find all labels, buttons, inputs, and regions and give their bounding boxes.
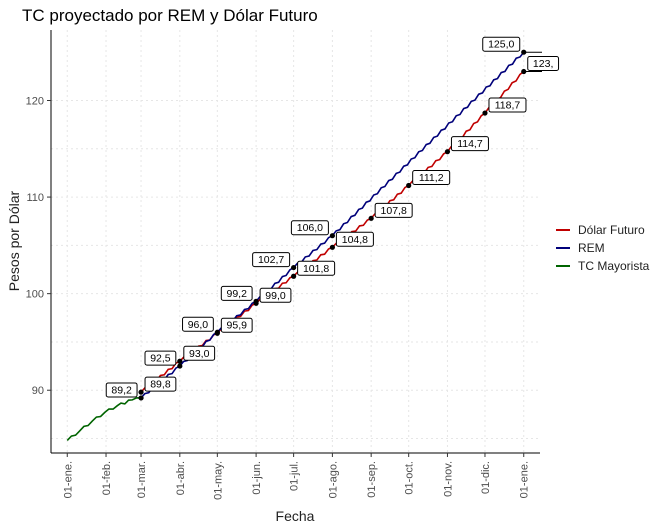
futuro-data-label: 114,7 — [457, 138, 483, 150]
x-tick-label: 01-sep. — [366, 461, 378, 498]
futuro-point — [444, 149, 451, 155]
rem-data-label: 99,2 — [226, 288, 247, 300]
futuro-data-label-box — [488, 97, 527, 113]
futuro-data-label: 111,2 — [419, 172, 444, 184]
futuro-data-label-box — [144, 376, 177, 392]
futuro-point — [291, 273, 297, 279]
futuro-data-label-box — [450, 136, 489, 152]
futuro-data-label-box — [183, 345, 216, 361]
rem-point — [291, 264, 297, 271]
rem-data-label: 92,5 — [150, 353, 171, 365]
x-tick-label: 01-jul. — [289, 461, 301, 491]
y-tick-label: 120 — [26, 96, 44, 108]
series-line-rem — [140, 51, 525, 399]
futuro-data-label: 123, — [533, 58, 553, 70]
futuro-data-label: 101,8 — [303, 263, 329, 275]
rem-data-label-box — [144, 350, 177, 366]
x-tick-label: 01-ago. — [327, 461, 339, 498]
rem-data-label-box — [182, 316, 214, 332]
x-tick-label: 01-abr. — [175, 461, 187, 495]
rem-point — [138, 395, 144, 401]
rem-data-label-box — [220, 285, 253, 301]
data-points — [138, 49, 527, 401]
chart-title: TC proyectado por REM y Dólar Futuro — [22, 6, 318, 25]
x-tick-label: 01-nov. — [442, 461, 454, 497]
futuro-data-label-box — [259, 287, 292, 303]
rem-point — [177, 363, 183, 369]
futuro-data-label-box — [527, 56, 560, 72]
futuro-point — [138, 389, 144, 395]
series-line-tc-mayorista — [66, 396, 142, 441]
futuro-data-label: 89,8 — [150, 379, 171, 391]
rem-point — [253, 298, 259, 304]
futuro-data-label: 95,9 — [227, 320, 248, 332]
legend-label-rem: REM — [578, 241, 605, 255]
futuro-point — [406, 182, 412, 189]
futuro-data-label-box — [412, 169, 451, 185]
x-axis-ticks: 01-ene. 01-feb. 01-mar. 01-abr. 01-may. 01-ju… — [62, 453, 531, 500]
legend-label-d-lar-futuro: Dólar Futuro — [578, 223, 645, 237]
series-lines — [66, 51, 525, 441]
rem-point — [329, 233, 335, 239]
futuro-data-label: 99,0 — [265, 290, 286, 302]
y-tick-label: 110 — [26, 192, 44, 204]
futuro-point — [368, 215, 374, 221]
futuro-data-label-box — [335, 231, 374, 247]
rem-data-label-box — [252, 252, 291, 268]
legend: Dólar Futuro REM TC Mayorista — [556, 223, 650, 273]
rem-data-label-box — [105, 382, 138, 398]
y-tick-label: 90 — [32, 385, 44, 397]
data-labels: 89,8 93,0 95,9 99,0 101,8 104,8 107,8 111,2 114,… — [105, 36, 560, 398]
x-tick-label: 01-dic. — [480, 461, 492, 494]
x-tick-label: 01-may. — [212, 461, 224, 500]
y-axis-title: Pesos por Dólar — [6, 190, 22, 291]
x-tick-label: 01-ene. — [519, 461, 531, 498]
rem-data-label: 102,7 — [258, 254, 284, 266]
x-tick-label: 01-feb. — [101, 461, 113, 495]
futuro-data-label-box — [220, 317, 253, 333]
x-axis-title: Fecha — [276, 508, 315, 524]
grid — [51, 30, 540, 453]
y-tick-label: 100 — [26, 289, 44, 301]
rem-data-label: 106,0 — [297, 222, 323, 234]
futuro-point — [329, 244, 335, 250]
rem-data-label: 96,0 — [188, 319, 209, 331]
x-tick-label: 01-jun. — [251, 461, 263, 495]
rem-data-label-box — [290, 220, 329, 236]
rem-data-label: 125,0 — [488, 39, 514, 51]
futuro-data-label: 107,8 — [381, 205, 407, 217]
x-tick-label: 01-ene. — [62, 461, 74, 498]
futuro-point — [177, 358, 183, 364]
rem-data-label-box — [482, 36, 521, 52]
rem-data-label: 89,2 — [111, 384, 132, 396]
futuro-data-label-box — [374, 202, 413, 218]
futuro-data-label: 118,7 — [495, 100, 521, 112]
x-tick-label: 01-mar. — [136, 461, 148, 498]
rem-point — [214, 329, 220, 335]
futuro-data-label: 104,8 — [342, 234, 368, 246]
futuro-data-label-box — [297, 260, 336, 276]
futuro-data-label: 93,0 — [189, 348, 210, 360]
y-axis-ticks: 90 100 110 120 — [26, 96, 51, 397]
legend-label-tc-mayorista: TC Mayorista — [578, 259, 650, 273]
x-tick-label: 01-oct. — [404, 461, 416, 495]
futuro-point — [482, 110, 488, 116]
